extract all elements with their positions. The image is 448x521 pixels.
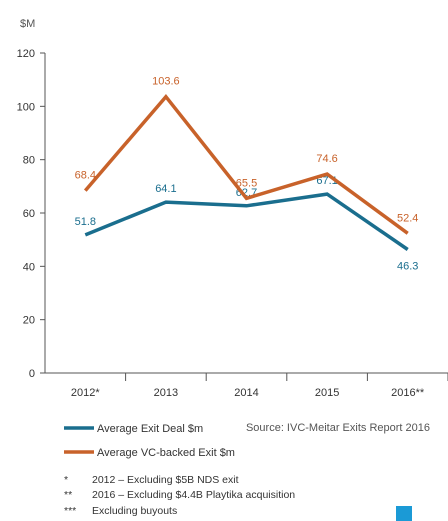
x-tick-label: 2016** (391, 387, 425, 399)
data-label: 64.1 (155, 183, 176, 195)
footnote-mark: *** (64, 505, 76, 517)
footnote-text: Excluding buyouts (92, 505, 177, 517)
data-label: 74.6 (316, 153, 337, 165)
data-label: 51.8 (75, 216, 96, 228)
data-label: 103.6 (152, 76, 180, 88)
y-tick-label: 0 (29, 368, 35, 380)
series-layer: 51.864.1 62.767.146.368.4103.665.574.652.… (75, 76, 419, 273)
y-tick-label: 40 (23, 261, 35, 273)
x-tick-label: 2015 (315, 387, 339, 399)
y-tick-label: 80 (23, 155, 35, 167)
data-label: 46.3 (397, 261, 418, 273)
legend: Average Exit Deal $m Average VC-backed E… (64, 423, 235, 459)
series-line-exit-deal (84, 192, 409, 251)
y-tick-label: 60 (23, 208, 35, 220)
data-label: 52.4 (397, 212, 418, 224)
y-axis-unit-label: $M (20, 18, 35, 30)
data-label: 68.4 (75, 170, 96, 182)
footnotes: * 2012 – Excluding $5B NDS exit ** 2016 … (64, 474, 295, 517)
legend-label-exit-deal: Average Exit Deal $m (97, 423, 203, 435)
footnote-mark: ** (64, 489, 72, 501)
x-tick-label: 2012* (71, 387, 100, 399)
footnote-mark: * (64, 474, 68, 486)
footnote-text: 2016 – Excluding $4.4B Playtika acquisit… (92, 489, 295, 501)
y-tick-label: 120 (17, 48, 35, 60)
series-line-vc-exit (83, 93, 409, 235)
axes: 0 20 40 60 80 100 120 2012* 2013 2014 2015 2016** (17, 48, 448, 399)
x-tick-label: 2013 (154, 387, 178, 399)
y-tick-label: 100 (17, 101, 35, 113)
y-tick-label: 20 (23, 315, 35, 327)
legend-label-vc-exit: Average VC-backed Exit $m (97, 447, 235, 459)
corner-square (396, 506, 412, 521)
x-tick-label: 2014 (234, 387, 258, 399)
footnote-text: 2012 – Excluding $5B NDS exit (92, 474, 239, 486)
data-label: 65.5 (236, 177, 257, 189)
source-note: Source: IVC-Meitar Exits Report 2016 (246, 422, 430, 434)
